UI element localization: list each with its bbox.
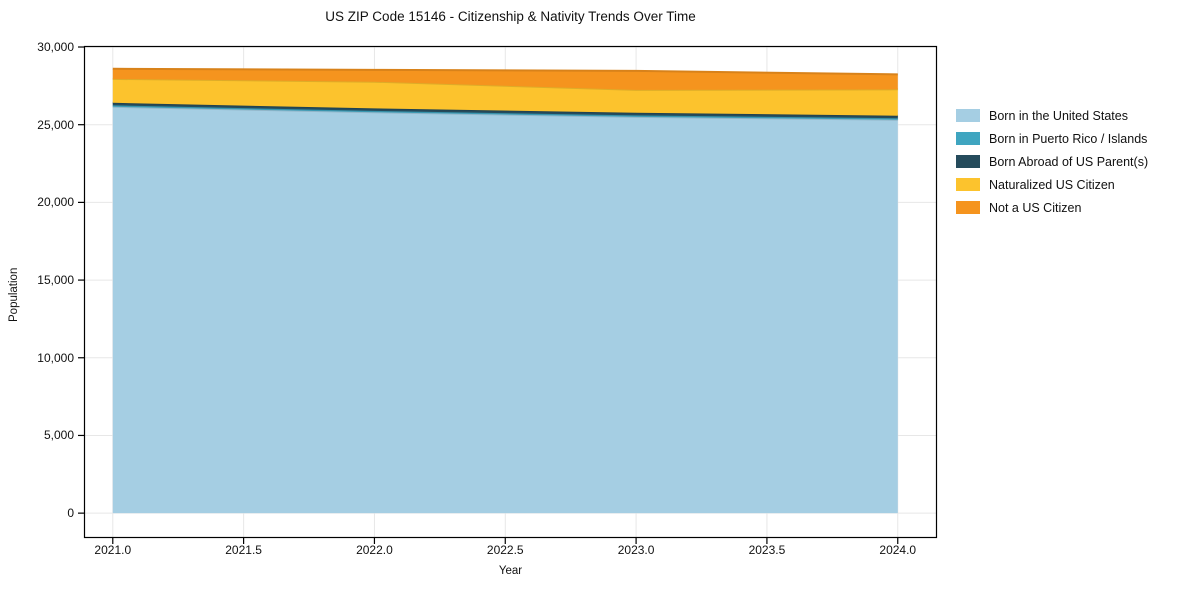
area-not-a-us-citizen [112, 68, 898, 90]
legend: Born in the United States Born in Puerto … [956, 104, 1148, 219]
legend-item-naturalized-us-citizen: Naturalized US Citizen [956, 173, 1148, 196]
area-edge [112, 105, 898, 121]
x-tick-label: 2021.5 [225, 543, 262, 557]
legend-swatch [956, 178, 980, 191]
x-tick-label: 2023.0 [617, 543, 655, 557]
legend-swatch [956, 201, 980, 214]
y-tick-label: 15,000 [37, 273, 74, 288]
x-tick-label: 2024.0 [879, 543, 917, 557]
legend-label: Born in Puerto Rico / Islands [989, 131, 1148, 146]
legend-label: Born in the United States [989, 108, 1128, 123]
y-tick-label: 20,000 [37, 195, 74, 210]
y-tick-label: 30,000 [37, 40, 74, 54]
legend-swatch [956, 109, 980, 122]
legend-item-born-in-puerto-rico-islands: Born in Puerto Rico / Islands [956, 127, 1148, 150]
x-tick-label: 2021.0 [94, 543, 132, 557]
x-tick-label: 2022.0 [356, 543, 393, 557]
y-tick-label: 10,000 [37, 350, 74, 365]
legend-label: Naturalized US Citizen [989, 177, 1115, 192]
x-tick-label: 2023.5 [748, 543, 786, 557]
chart-title: US ZIP Code 15146 - Citizenship & Nativi… [325, 9, 696, 24]
y-tick-label: 5,000 [43, 428, 74, 443]
y-axis-title: Population [8, 267, 20, 322]
y-tick-label: 25,000 [37, 117, 74, 132]
plot-frame [83, 45, 938, 539]
area-born-in-the-united-states [112, 106, 898, 514]
area-naturalized-us-citizen [112, 78, 898, 116]
legend-label: Born Abroad of US Parent(s) [989, 154, 1149, 169]
x-axis-title: Year [498, 565, 523, 577]
stacked-area-plot [78, 45, 938, 544]
legend-item-not-a-us-citizen: Not a US Citizen [956, 196, 1148, 219]
legend-item-born-in-the-united-states: Born in the United States [956, 104, 1148, 127]
x-tick-label: 2022.5 [486, 543, 524, 557]
legend-label: Not a US Citizen [989, 200, 1082, 215]
area-edge [112, 67, 898, 76]
y-tick-label: 0 [67, 506, 74, 521]
legend-item-born-abroad-of-us-parent-s-: Born Abroad of US Parent(s) [956, 150, 1148, 173]
plot-area [78, 45, 938, 544]
legend-swatch [956, 155, 980, 168]
legend-swatch [956, 132, 980, 145]
